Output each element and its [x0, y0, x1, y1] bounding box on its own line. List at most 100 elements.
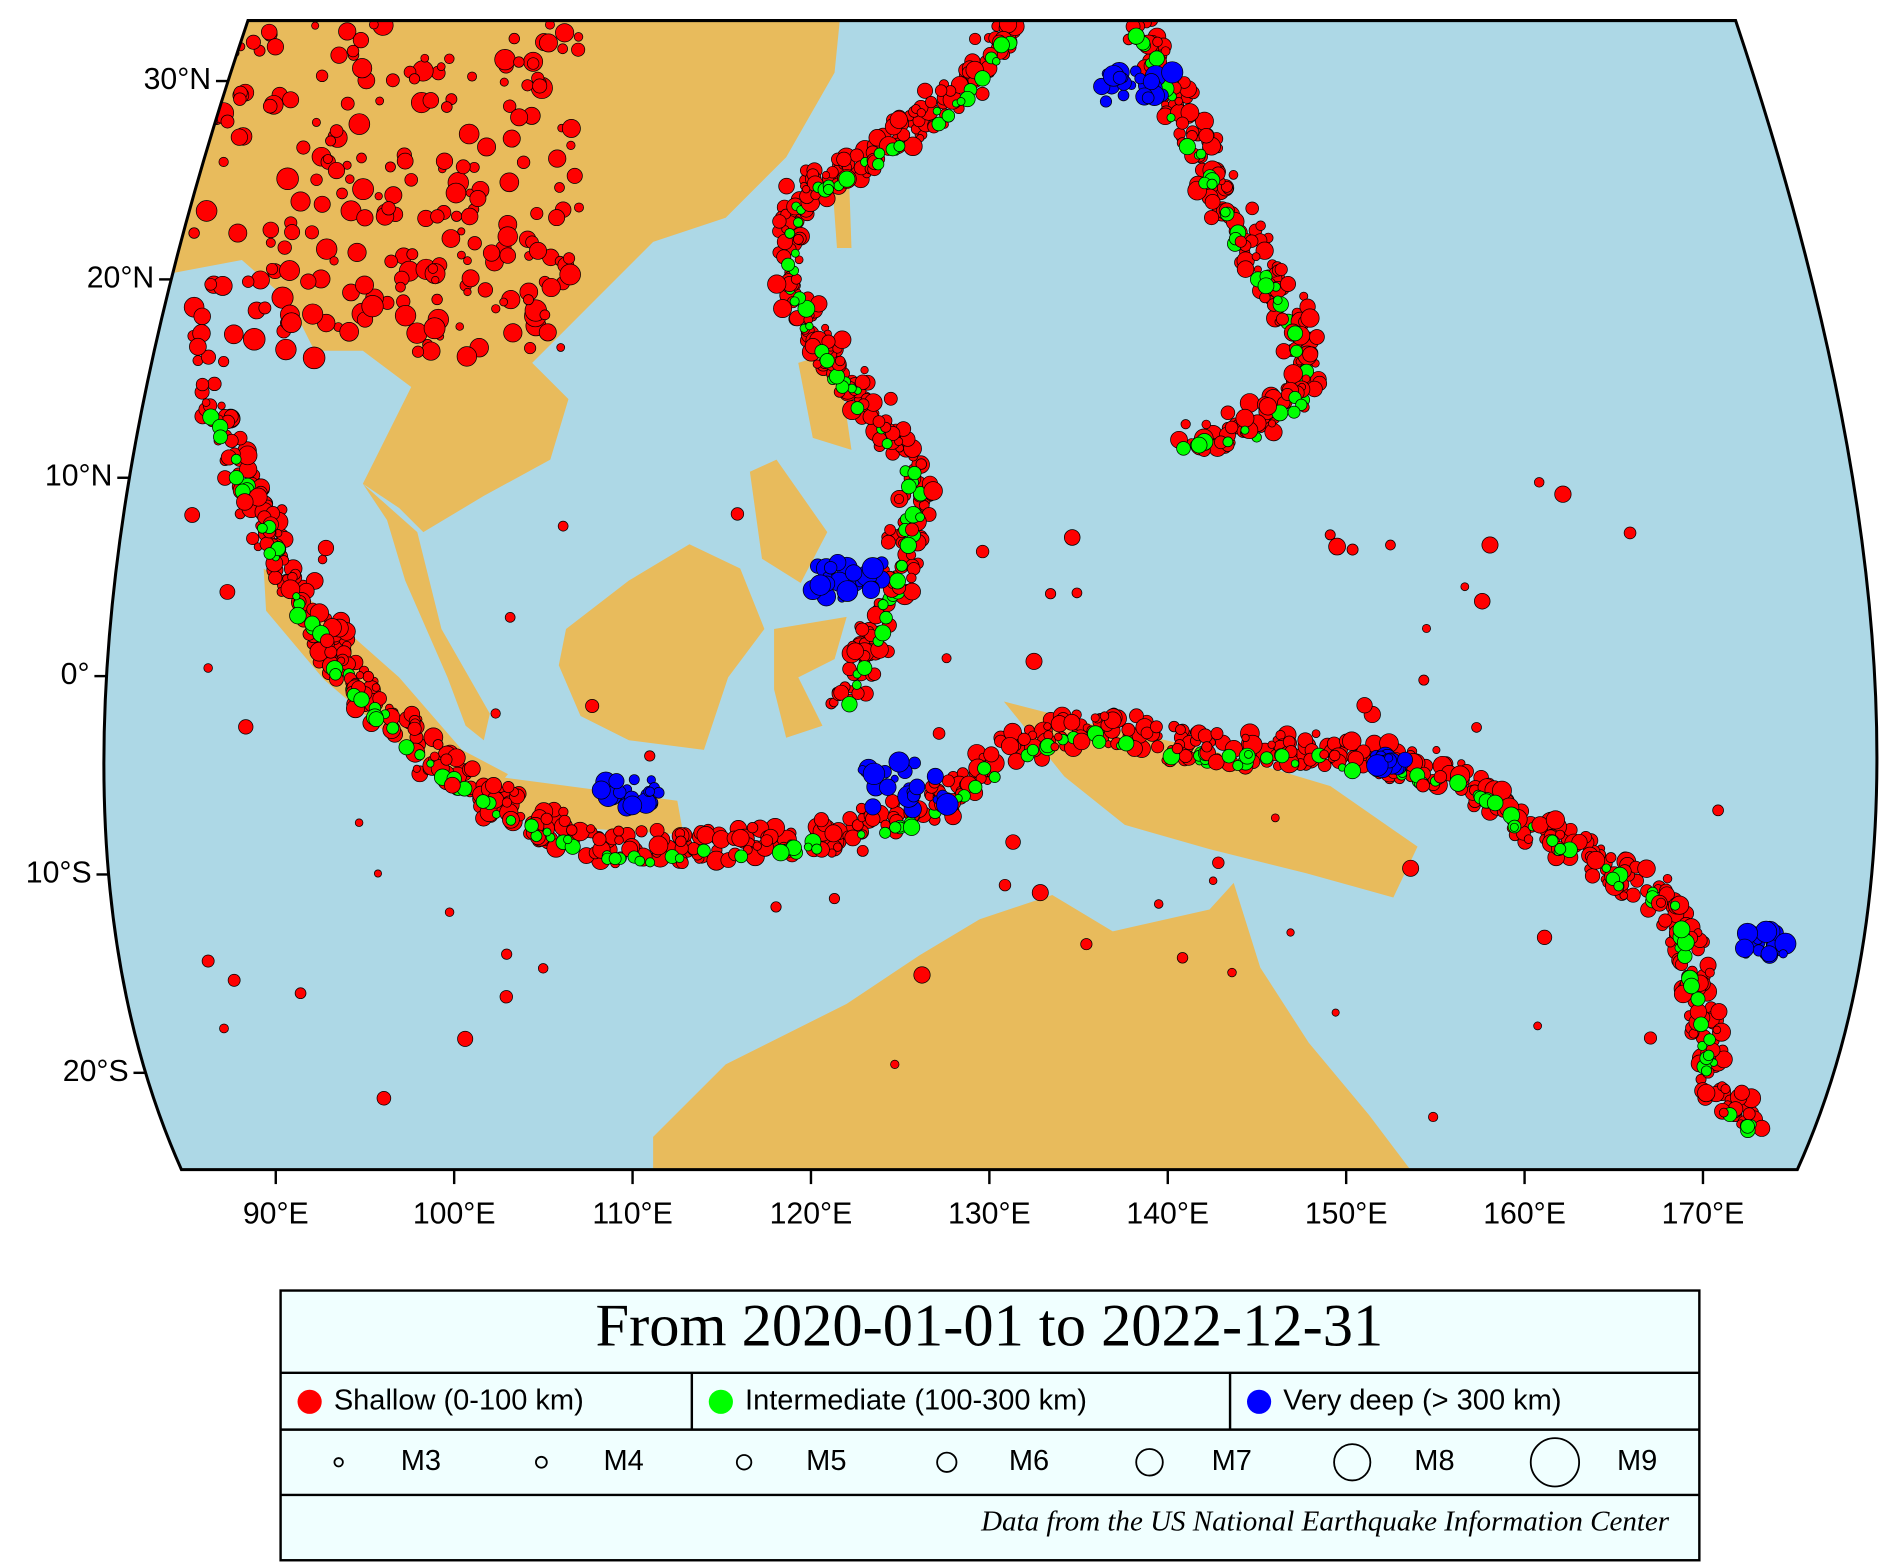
earthquake [803, 842, 813, 852]
earthquake [905, 522, 919, 537]
earthquake [1274, 748, 1290, 764]
legend: From 2020-01-01 to 2022-12-31 Data from … [279, 1289, 1701, 1562]
earthquake [559, 263, 581, 286]
earthquake [809, 574, 831, 596]
earthquake [645, 786, 655, 797]
earthquake [1672, 920, 1691, 939]
lat-tick-label: 10°S [26, 856, 92, 889]
earthquake [463, 760, 481, 778]
earthquake [431, 293, 443, 306]
earthquake [789, 296, 800, 307]
earthquake [917, 82, 934, 99]
earthquake [1740, 1119, 1755, 1134]
earthquake [441, 229, 461, 248]
earthquake [1099, 95, 1113, 108]
earthquake [395, 281, 406, 293]
earthquake [356, 152, 367, 164]
earthquake [1290, 344, 1303, 358]
earthquake [649, 822, 665, 838]
earthquake [398, 739, 415, 756]
earthquake [1546, 834, 1559, 847]
earthquake [554, 182, 565, 193]
earthquake [784, 228, 796, 239]
earthquake [1117, 89, 1130, 102]
earthquake [290, 191, 311, 212]
legend-swatch [297, 1389, 322, 1414]
earthquake [1311, 729, 1321, 739]
earthquake [828, 368, 845, 385]
earthquake [1149, 720, 1163, 734]
earthquake [317, 554, 328, 565]
earthquake [477, 282, 493, 298]
earthquake [376, 1090, 392, 1106]
earthquake [836, 580, 859, 602]
earthquake [903, 582, 921, 601]
earthquake [916, 108, 926, 118]
earthquake [532, 78, 548, 94]
earthquake [396, 152, 414, 170]
earthquake [317, 539, 335, 557]
earthquake [195, 200, 218, 222]
earthquake [386, 721, 400, 735]
earthquake [407, 721, 422, 736]
earthquake [352, 178, 374, 201]
earthquake [1523, 834, 1534, 844]
earthquake [201, 398, 211, 407]
earthquake [635, 825, 648, 838]
lat-tick-label: 10°N [45, 460, 113, 493]
earthquake [1270, 813, 1280, 823]
earthquake [841, 696, 858, 713]
earthquake [412, 764, 421, 773]
earthquake [1201, 419, 1211, 430]
legend-title: From 2020-01-01 to 2022-12-31 [596, 1293, 1384, 1360]
earthquake [608, 852, 622, 866]
earthquake [1153, 899, 1164, 909]
legend-swatch [1246, 1389, 1272, 1414]
earthquake [819, 353, 835, 369]
earthquake [734, 849, 748, 864]
lat-tick-label: 30°N [144, 63, 212, 96]
earthquake [1245, 201, 1259, 216]
earthquake [540, 812, 553, 825]
earthquake [491, 304, 501, 314]
earthquake [557, 43, 568, 55]
earthquake [1302, 346, 1319, 363]
earthquake [1534, 477, 1545, 488]
earthquake [1176, 952, 1189, 964]
earthquake [444, 907, 455, 917]
earthquake [770, 901, 782, 913]
earthquake [336, 187, 348, 200]
earthquake [1584, 868, 1601, 884]
earthquake [760, 834, 774, 847]
earthquake [236, 493, 254, 511]
earthquake [338, 22, 357, 41]
earthquake [1234, 235, 1247, 248]
earthquake [457, 250, 466, 260]
earthquake [555, 23, 575, 43]
earthquake [851, 680, 862, 690]
earthquake [347, 242, 367, 262]
earthquake [884, 524, 896, 536]
earthquake [537, 963, 549, 974]
earthquake [1257, 277, 1275, 295]
earthquake [545, 20, 555, 30]
earthquake [548, 149, 567, 168]
earthquake [1198, 127, 1214, 144]
earthquake [645, 857, 656, 868]
earthquake [1017, 732, 1031, 746]
earthquake [369, 20, 379, 30]
earthquake [384, 254, 398, 269]
lat-tick-label: 20°S [63, 1055, 129, 1088]
lon-tick-label: 120°E [770, 1198, 853, 1231]
earthquake [499, 247, 516, 264]
earthquake [563, 252, 576, 265]
earthquake [277, 240, 292, 255]
earthquake [242, 275, 255, 288]
earthquake [1643, 1031, 1658, 1045]
earthquake [461, 269, 480, 288]
earthquake [861, 557, 884, 580]
earthquake [941, 653, 952, 664]
earthquake [516, 155, 531, 169]
earthquake [406, 248, 419, 261]
earthquake [571, 42, 586, 57]
